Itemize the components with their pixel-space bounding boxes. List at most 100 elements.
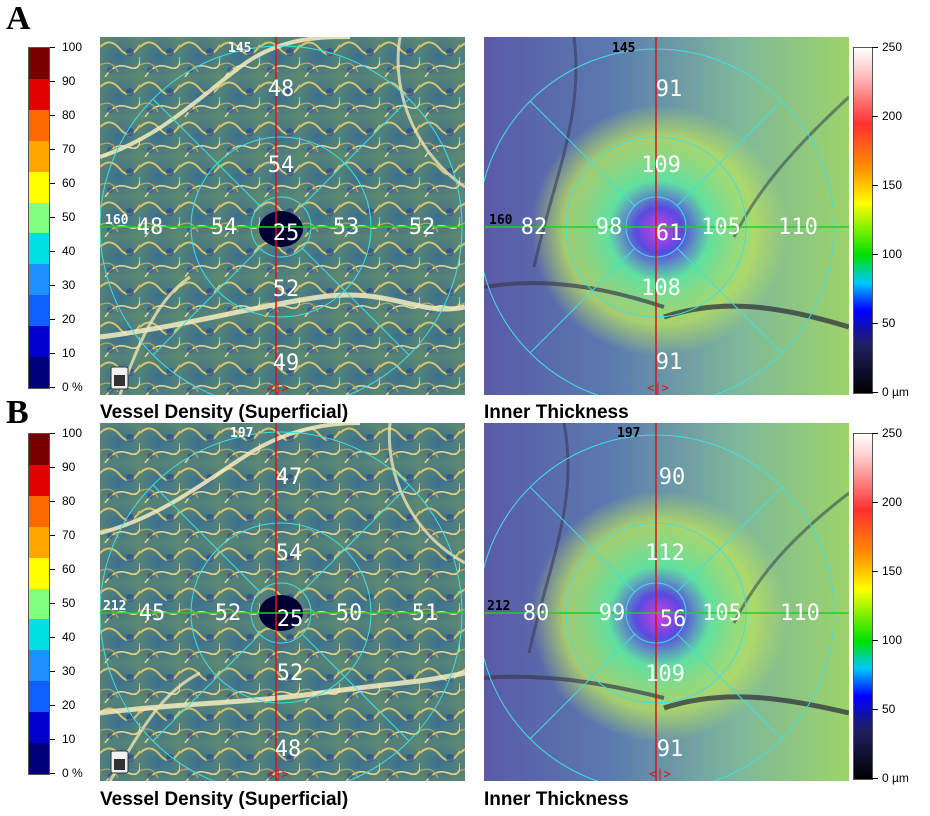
sector-inner-left: 52 [215,601,242,626]
thickness-tick-label: 200 [882,495,903,509]
density-tick-label: 10 [62,732,76,746]
density-tick-mark [50,705,55,706]
top-label: 145 [612,41,635,56]
sector-inner-bottom: 108 [641,276,681,301]
thickness-tick-mark [872,502,878,503]
thickness-tick-label: 100 [882,247,903,261]
density-tick-label: 0 % [62,766,83,780]
sector-outer-top: 48 [268,77,295,102]
density-tick-mark [50,115,55,116]
density-tick-mark [50,603,55,604]
density-tick-label: 20 [62,698,76,712]
scan-quality-icon [110,750,129,774]
thickness-tick-mark [872,433,878,434]
top-label: 197 [617,426,640,441]
density-tick-mark [50,319,55,320]
top-label: 145 [228,41,251,56]
density-tick-label: 100 [62,426,83,440]
density-color-step [29,712,49,744]
sector-inner-right: 53 [333,215,360,240]
density-color-step [29,202,49,234]
sector-inner-top: 54 [276,541,303,566]
density-tick-mark [50,47,55,48]
density-tick-label: 10 [62,346,76,360]
density-tick-label: 20 [62,312,76,326]
inner-thickness-map-a: 145 160 91 109 82 98 61 105 110 108 91 <… [484,37,849,395]
thickness-tick-mark [872,185,878,186]
density-color-step [29,681,49,713]
density-tick-label: 60 [62,562,76,576]
thickness-tick-label: 0 µm [882,385,909,399]
sector-center: 56 [660,607,687,632]
sector-outer-bottom: 48 [275,737,302,762]
sector-outer-top: 47 [276,465,303,490]
sector-center: 61 [656,221,683,246]
sector-inner-bottom: 52 [277,661,304,686]
density-colorbar [28,433,50,775]
density-color-step [29,434,49,465]
sector-inner-top: 112 [645,541,685,566]
thickness-tick-label: 150 [882,564,903,578]
thickness-tick-mark [872,116,878,117]
sector-inner-left: 98 [596,215,623,240]
density-tick-mark [50,671,55,672]
panel-label-b: B [6,394,29,431]
thickness-tick-mark [872,323,878,324]
sector-outer-top: 90 [659,465,686,490]
density-tick-label: 30 [62,664,76,678]
thickness-tick-mark [872,571,878,572]
density-tick-label: 50 [62,596,76,610]
density-tick-mark [50,433,55,434]
density-tick-label: 60 [62,176,76,190]
caption-inner-thickness-b: Inner Thickness [484,789,629,810]
thickness-tick-mark [872,392,878,393]
vessel-density-map-a: 145 160 48 54 48 54 25 53 52 52 49 <|> [100,37,465,395]
density-tick-label: 90 [62,460,76,474]
thickness-colorbar [853,433,873,780]
thickness-tick-label: 100 [882,633,903,647]
thickness-tick-label: 150 [882,178,903,192]
density-tick-mark [50,81,55,82]
thickness-tick-label: 250 [882,40,903,54]
foveal-avascular-zone [259,211,303,247]
left-label: 160 [105,213,129,228]
density-color-step [29,326,49,358]
sector-outer-left: 48 [137,215,164,240]
density-tick-label: 50 [62,210,76,224]
thickness-tick-mark [872,254,878,255]
caption-vessel-density-b: Vessel Density (Superficial) [100,789,349,810]
density-tick-mark [50,739,55,740]
sector-inner-bottom: 109 [645,662,685,687]
thickness-tick-mark [872,640,878,641]
left-label: 212 [487,599,510,614]
orientation-marker: <|> [267,381,289,395]
density-color-step [29,78,49,110]
density-tick-mark [50,353,55,354]
sector-center: 25 [273,221,300,246]
density-tick-mark [50,285,55,286]
orientation-marker: <|> [647,381,669,395]
density-color-step [29,48,49,79]
sector-outer-left: 82 [521,215,548,240]
density-tick-mark [50,149,55,150]
sector-outer-bottom: 91 [657,737,684,762]
density-tick-mark [50,217,55,218]
left-label: 160 [489,213,513,228]
density-tick-mark [50,773,55,774]
density-tick-mark [50,637,55,638]
density-colorbar [28,47,50,389]
density-tick-label: 30 [62,278,76,292]
thickness-colorbar [853,47,873,394]
density-tick-label: 80 [62,108,76,122]
density-color-step [29,526,49,558]
density-tick-mark [50,569,55,570]
density-tick-mark [50,501,55,502]
caption-inner-thickness-a: Inner Thickness [484,402,629,423]
sector-outer-left: 80 [523,601,550,626]
thickness-tick-mark [872,709,878,710]
density-color-step [29,264,49,296]
sector-inner-bottom: 52 [273,277,300,302]
inner-thickness-map-b: 197 212 90 112 80 99 56 105 110 109 91 <… [484,423,849,781]
density-color-step [29,357,49,388]
sector-outer-right: 52 [409,215,436,240]
